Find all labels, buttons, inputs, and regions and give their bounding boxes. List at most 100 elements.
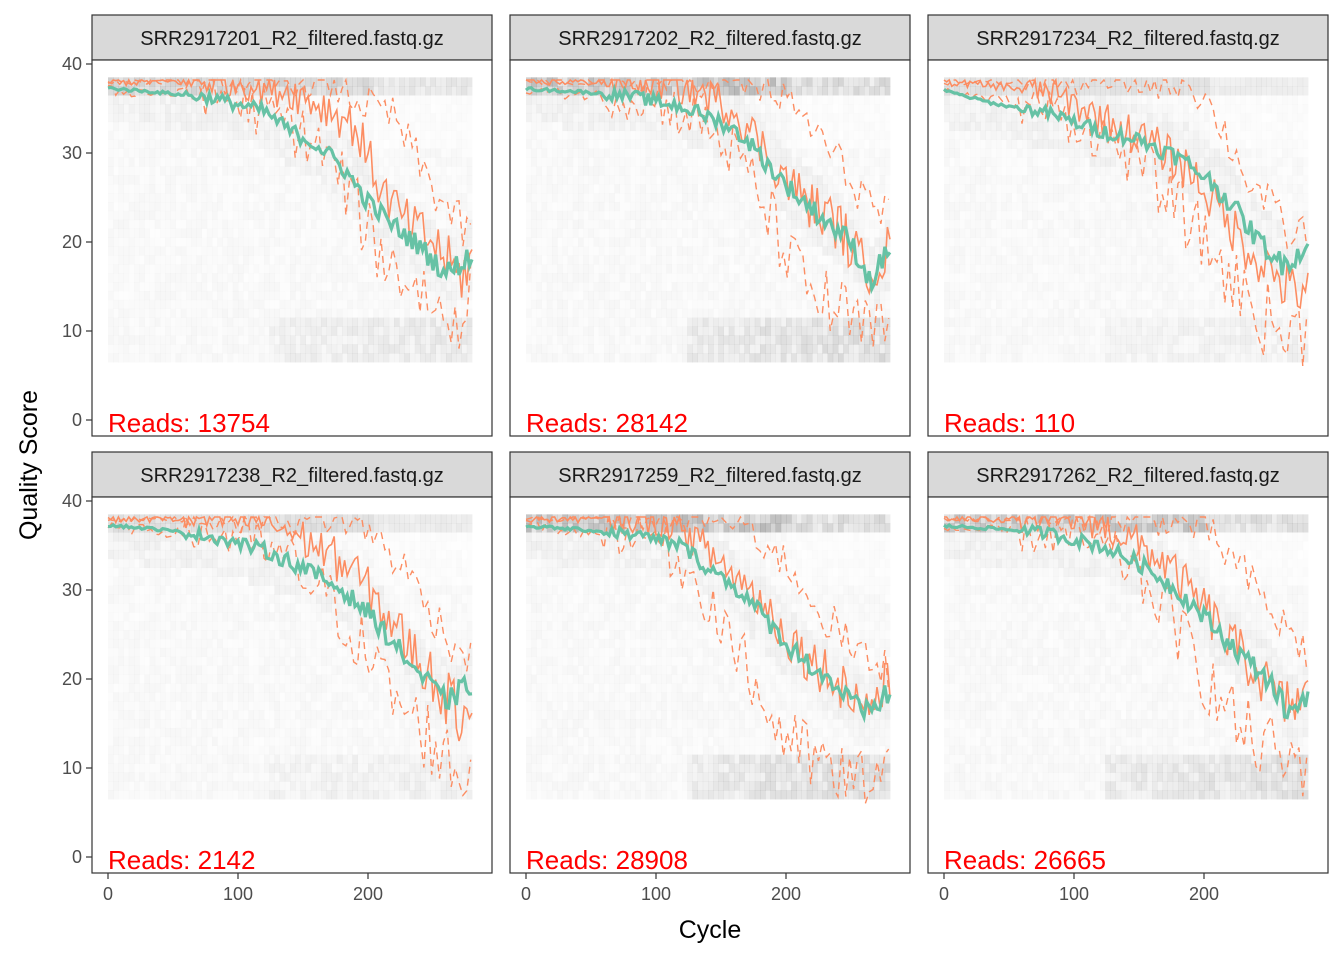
heatmap-cell xyxy=(155,335,161,344)
heatmap-cell xyxy=(306,229,312,238)
heatmap-cell xyxy=(599,273,605,282)
heatmap-cell xyxy=(160,175,166,184)
heatmap-cell xyxy=(410,104,416,113)
heatmap-cell xyxy=(134,327,140,336)
heatmap-cell xyxy=(165,104,171,113)
heatmap-cell xyxy=(415,327,421,336)
heatmap-cell xyxy=(698,211,704,220)
heatmap-cell xyxy=(949,211,955,220)
heatmap-cell xyxy=(750,184,756,193)
heatmap-cell xyxy=(368,229,374,238)
heatmap-cell xyxy=(677,255,683,264)
heatmap-cell xyxy=(420,122,426,131)
heatmap-cell xyxy=(321,353,327,362)
heatmap-cell xyxy=(869,220,875,229)
heatmap-cell xyxy=(578,335,584,344)
heatmap-cell xyxy=(739,300,745,309)
heatmap-cell xyxy=(986,255,992,264)
heatmap-cell xyxy=(944,291,950,300)
heatmap-cell xyxy=(337,211,343,220)
heatmap-cell xyxy=(949,202,955,211)
heatmap-cell xyxy=(573,131,579,140)
heatmap-cell xyxy=(965,140,971,149)
heatmap-cell xyxy=(113,335,119,344)
heatmap-cell xyxy=(625,327,631,336)
heatmap-cell xyxy=(1006,175,1012,184)
heatmap-cell xyxy=(425,335,431,344)
heatmap-cell xyxy=(786,353,792,362)
heatmap-cell xyxy=(588,122,594,131)
heatmap-cell xyxy=(750,264,756,273)
heatmap-cell xyxy=(326,220,332,229)
heatmap-cell xyxy=(718,166,724,175)
heatmap-cell xyxy=(160,229,166,238)
heatmap-cell xyxy=(191,202,197,211)
heatmap-cell xyxy=(594,175,600,184)
heatmap-cell xyxy=(713,229,719,238)
heatmap-cell xyxy=(796,113,802,122)
heatmap-cell xyxy=(970,300,976,309)
heatmap-cell xyxy=(436,157,442,166)
heatmap-cell xyxy=(1012,149,1018,158)
heatmap-cell xyxy=(451,238,457,247)
heatmap-cell xyxy=(828,77,834,86)
heatmap-cell xyxy=(399,246,405,255)
heatmap-cell xyxy=(410,255,416,264)
heatmap-cell xyxy=(404,318,410,327)
heatmap-cell xyxy=(729,264,735,273)
heatmap-cell xyxy=(264,353,270,362)
heatmap-cell xyxy=(802,309,808,318)
heatmap-cell xyxy=(975,246,981,255)
heatmap-cell xyxy=(960,157,966,166)
heatmap-cell xyxy=(646,309,652,318)
heatmap-cell xyxy=(562,246,568,255)
heatmap-cell xyxy=(838,353,844,362)
heatmap-cell xyxy=(139,255,145,264)
heatmap-cell xyxy=(456,246,462,255)
heatmap-cell xyxy=(248,255,254,264)
heatmap-cell xyxy=(552,202,558,211)
heatmap-cell xyxy=(996,220,1002,229)
heatmap-cell xyxy=(129,229,135,238)
heatmap-cell xyxy=(609,229,615,238)
heatmap-cell xyxy=(358,282,364,291)
heatmap-cell xyxy=(1017,300,1023,309)
heatmap-cell xyxy=(441,86,447,95)
heatmap-cell xyxy=(557,131,563,140)
heatmap-cell xyxy=(944,318,950,327)
heatmap-cell xyxy=(724,229,730,238)
heatmap-cell xyxy=(692,149,698,158)
heatmap-cell xyxy=(526,104,532,113)
heatmap-cell xyxy=(833,104,839,113)
heatmap-cell xyxy=(729,131,735,140)
heatmap-cell xyxy=(770,300,776,309)
heatmap-cell xyxy=(970,211,976,220)
heatmap-cell xyxy=(718,184,724,193)
heatmap-cell xyxy=(885,122,891,131)
heatmap-cell xyxy=(703,220,709,229)
heatmap-cell xyxy=(630,131,636,140)
heatmap-cell xyxy=(191,166,197,175)
heatmap-cell xyxy=(986,113,992,122)
heatmap-cell xyxy=(604,202,610,211)
heatmap-cell xyxy=(698,291,704,300)
heatmap-cell xyxy=(991,291,997,300)
heatmap-cell xyxy=(176,344,182,353)
heatmap-cell xyxy=(954,353,960,362)
heatmap-cell xyxy=(113,220,119,229)
heatmap-cell xyxy=(446,131,452,140)
heatmap-cell xyxy=(996,291,1002,300)
heatmap-cell xyxy=(228,353,234,362)
heatmap-cell xyxy=(812,318,818,327)
heatmap-cell xyxy=(604,193,610,202)
heatmap-cell xyxy=(186,122,192,131)
heatmap-cell xyxy=(531,344,537,353)
heatmap-cell xyxy=(828,86,834,95)
heatmap-cell xyxy=(441,149,447,158)
heatmap-cell xyxy=(415,95,421,104)
heatmap-cell xyxy=(222,104,228,113)
heatmap-cell xyxy=(583,193,589,202)
heatmap-cell xyxy=(980,229,986,238)
heatmap-cell xyxy=(975,175,981,184)
heatmap-cell xyxy=(118,104,124,113)
